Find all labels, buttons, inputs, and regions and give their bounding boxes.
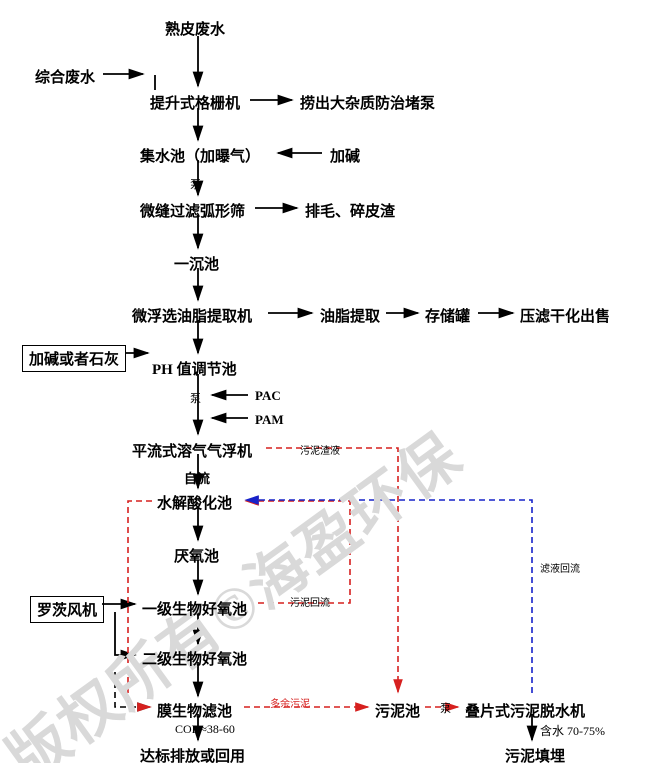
node-discharge: 达标排放或回用 — [140, 745, 245, 763]
node-sed1: 一沉池 — [174, 253, 219, 274]
node-mixed-water: 综合废水 — [35, 66, 95, 87]
node-hydrolysis: 水解酸化池 — [157, 492, 232, 513]
node-aerobic1: 一级生物好氧池 — [142, 598, 247, 619]
node-dewater: 叠片式污泥脱水机 — [465, 700, 585, 721]
label-filtrate-return: 滤液回流 — [540, 560, 580, 575]
node-pump2: 泵 — [190, 390, 201, 406]
node-raw-water: 熟皮废水 — [165, 18, 225, 39]
node-blower: 罗茨风机 — [30, 596, 104, 623]
node-aerobic2: 二级生物好氧池 — [142, 648, 247, 669]
node-daf: 平流式溶气气浮机 — [132, 440, 252, 461]
label-sludge-float: 污泥渣液 — [300, 442, 340, 457]
node-ph-adjust: PH 值调节池 — [152, 358, 237, 379]
node-float-oil: 微浮选油脂提取机 — [132, 305, 252, 326]
node-gravity: 自流 — [184, 468, 210, 487]
node-pam: PAM — [255, 412, 284, 428]
label-extra-sludge: 多余污泥 — [270, 695, 310, 710]
node-sell: 压滤干化出售 — [520, 305, 610, 326]
node-pac: PAC — [255, 388, 281, 404]
node-collect-pool: 集水池（加曝气） — [140, 145, 260, 166]
node-remove-debris: 捞出大杂质防治堵泵 — [300, 92, 435, 113]
node-micro-filter: 微缝过滤弧形筛 — [140, 200, 245, 221]
node-anoxic: 厌氧池 — [174, 545, 219, 566]
node-storage-tank: 存储罐 — [425, 305, 470, 326]
node-grid: 提升式格栅机 — [150, 92, 240, 113]
node-sludge-pool: 污泥池 — [375, 700, 420, 721]
node-cod: COD≈38-60 — [175, 722, 235, 737]
node-pump3: 泵 — [440, 700, 451, 716]
node-oil-extract: 油脂提取 — [320, 305, 380, 326]
node-pump1: 泵 — [190, 176, 201, 192]
node-mbr: 膜生物滤池 — [157, 700, 232, 721]
node-hair-waste: 排毛、碎皮渣 — [305, 200, 395, 221]
node-lime: 加碱或者石灰 — [22, 345, 126, 372]
node-add-alkali: 加碱 — [330, 145, 360, 166]
node-landfill: 污泥填埋 — [505, 745, 565, 763]
node-water-content: 含水 70-75% — [540, 722, 605, 739]
flowchart-content: 版权所有©海盈环保 熟皮废水 综合废水 提升式格栅机 捞出大杂质防治堵泵 集水池… — [0, 0, 666, 763]
label-sludge-return: 污泥回流 — [290, 594, 330, 609]
